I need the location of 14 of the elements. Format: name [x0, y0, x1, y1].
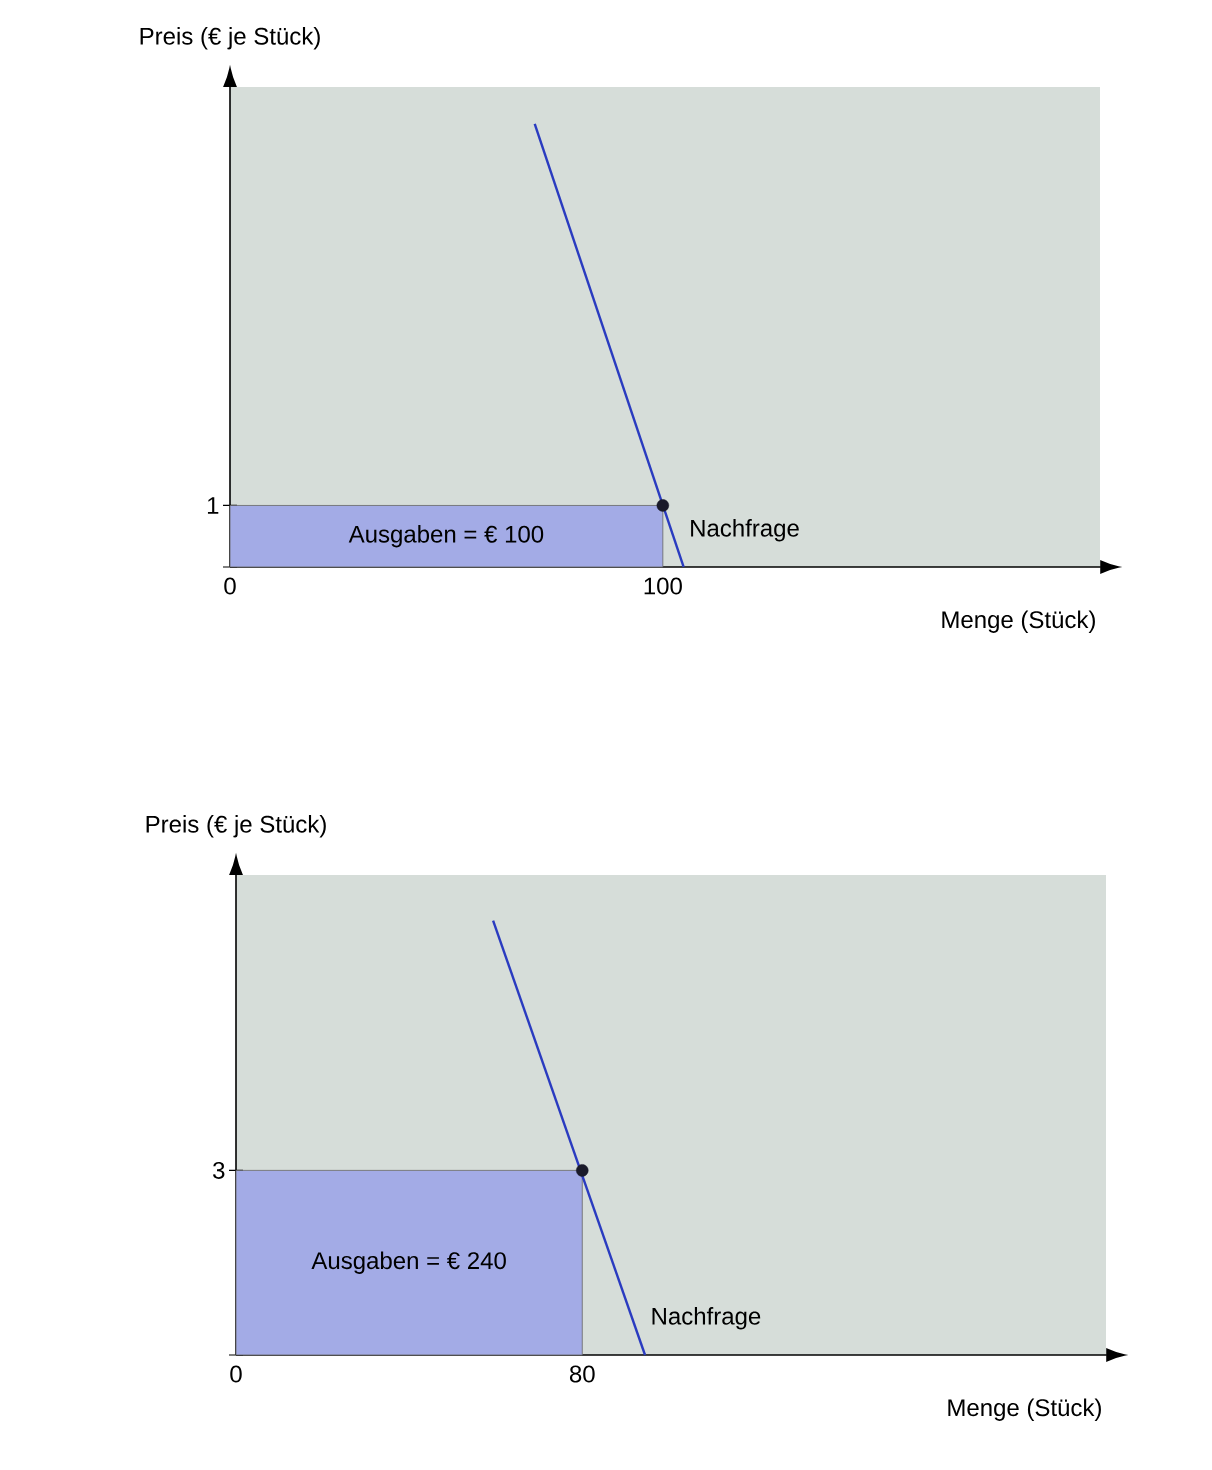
x-axis-title: Menge (Stück): [948, 1398, 1101, 1421]
x-tick-label: 80: [569, 1365, 595, 1383]
series-label: Nachfrage: [652, 1307, 761, 1330]
annotation: Ausgaben = € 240: [311, 1251, 506, 1274]
y-tick-label: 3: [213, 1161, 225, 1179]
y-tick-label: 1: [207, 497, 219, 514]
x-tick-label: 100: [644, 577, 682, 595]
x-axis-title: Menge (Stück): [942, 610, 1095, 633]
y-axis-title: Preis (€ je Stück): [146, 815, 326, 838]
annotation: Ausgaben = € 100: [348, 525, 544, 548]
x-tick-label: 0: [224, 577, 236, 595]
x-tick-label: 0: [230, 1365, 242, 1383]
y-axis-title: Preis (€ je Stück): [140, 27, 320, 50]
series-label: Nachfrage: [691, 519, 799, 542]
